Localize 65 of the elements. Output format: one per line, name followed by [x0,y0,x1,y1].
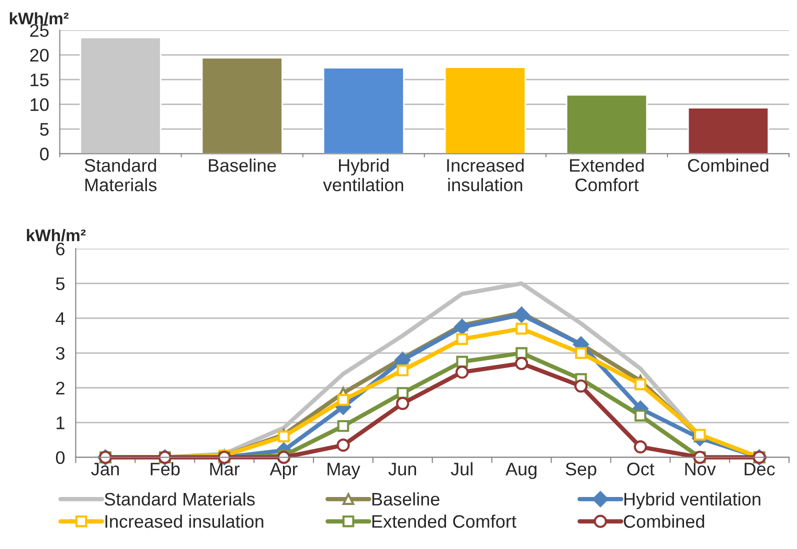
point [396,387,409,399]
legend-label: Increased insulation [105,514,264,528]
y-tick-label: 1 [56,416,64,430]
point [634,440,648,454]
point [337,394,350,406]
point [456,356,468,368]
x-tick-label: Nov [685,462,716,476]
bar [201,57,283,154]
bar [322,67,404,154]
x-tick-label: Hybrid ventilation [323,158,404,192]
x-tick-label: Jan [91,462,119,476]
legend-label: Hybrid ventilation [624,492,760,510]
x-tick-label: Baseline [208,158,276,172]
point [396,396,410,410]
point [337,420,350,432]
point [336,438,350,452]
bar [444,66,526,154]
x-tick-label: Extended Comfort [570,158,644,192]
x-tick-label: Mar [210,462,240,476]
x-tick-label: Sep [566,462,596,480]
y-tick-label: 0 [40,148,49,160]
y-tick-label: 0 [56,451,65,464]
point [574,379,588,393]
legend-label: Extended Comfort [372,514,516,528]
bar [80,36,162,154]
x-tick-label: Jun [388,462,416,476]
y-axis-title: kWh/m² [26,228,86,242]
x-tick-label: May [328,462,360,480]
point [634,410,646,422]
y-tick-label: 25 [30,24,49,37]
x-tick-label: Dec [744,462,775,476]
y-tick-label: 10 [30,98,49,112]
point [454,319,470,335]
x-tick-label: Increased insulation [447,158,524,192]
point [514,306,530,323]
legend-label: Combined [624,514,704,528]
point [634,378,646,390]
point [456,333,468,346]
bar [566,94,648,154]
point [575,347,587,359]
x-tick-label: Aug [506,462,536,480]
y-tick-label: 5 [56,278,65,290]
y-tick-label: 5 [40,123,49,136]
point [278,430,290,442]
y-tick-label: 4 [56,312,65,325]
x-tick-label: Jul [450,462,472,476]
legend-label: Standard Materials [104,492,255,506]
y-axis-title: kWh/m² [10,12,69,25]
x-tick-label: Standard Materials [84,158,157,192]
x-tick-label: Oct [627,462,654,476]
x-tick-label: Combined [688,158,768,172]
bar [687,107,770,154]
y-tick-label: 15 [30,74,49,86]
legend-label: Baseline [372,492,440,506]
y-tick-label: 6 [56,242,65,256]
y-tick-label: 20 [30,48,49,62]
point [514,356,528,370]
point [516,322,528,335]
y-tick-label: 3 [56,346,65,360]
x-tick-label: Feb [150,462,180,476]
y-tick-label: 2 [56,382,64,394]
point [516,347,528,359]
point [396,364,409,376]
point [455,366,469,379]
x-tick-label: Apr [270,462,298,480]
